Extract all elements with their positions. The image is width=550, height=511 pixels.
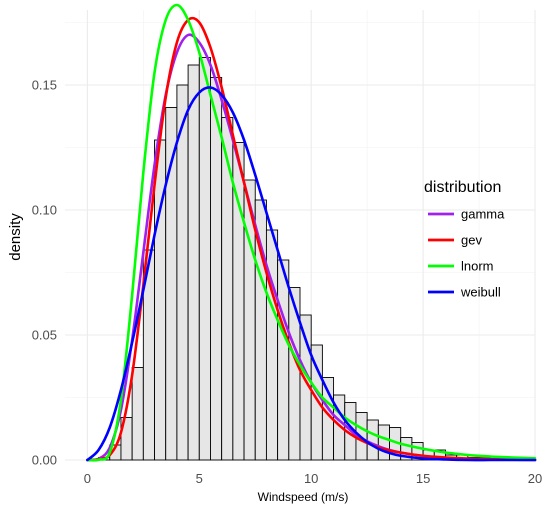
y-axis-title: density (7, 213, 24, 261)
histogram-bar (377, 424, 390, 461)
histogram-bar (131, 367, 144, 461)
x-tick-label: 0 (84, 471, 91, 486)
x-tick-label: 15 (416, 471, 430, 486)
x-tick-label: 5 (196, 471, 203, 486)
y-tick-label: 0.15 (32, 78, 57, 93)
histogram-bar (221, 117, 234, 461)
x-tick-label: 20 (528, 471, 542, 486)
legend-label-lnorm: lnorm (461, 259, 494, 274)
y-tick-label: 0.10 (32, 203, 57, 218)
y-tick-label: 0.05 (32, 328, 57, 343)
legend-label-gev: gev (461, 233, 482, 248)
density-curves (86, 3, 537, 462)
series-line-gev (86, 16, 537, 462)
y-tick-label: 0.00 (32, 453, 57, 468)
x-tick-label: 10 (304, 471, 318, 486)
histogram-bar (265, 229, 279, 461)
legend-title: distribution (424, 179, 501, 196)
legend: distribution gamma gev lnorm weibull (424, 179, 505, 300)
legend-items: gamma gev lnorm weibull (428, 207, 505, 300)
series-line-weibull (86, 86, 537, 462)
y-axis-ticks: 0.00 0.05 0.10 0.15 (32, 78, 57, 468)
series-line-lnorm (86, 3, 537, 462)
x-axis-ticks: 0 5 10 15 20 (84, 471, 542, 486)
histogram-bar (366, 419, 379, 461)
legend-label-gamma: gamma (461, 207, 505, 222)
histogram-bars (98, 57, 491, 461)
histogram-bar (198, 57, 211, 461)
histogram-bar (187, 64, 200, 461)
histogram-bar (277, 259, 290, 461)
legend-label-weibull: weibull (460, 285, 501, 300)
x-axis-title: Windspeed (m/s) (258, 490, 349, 504)
